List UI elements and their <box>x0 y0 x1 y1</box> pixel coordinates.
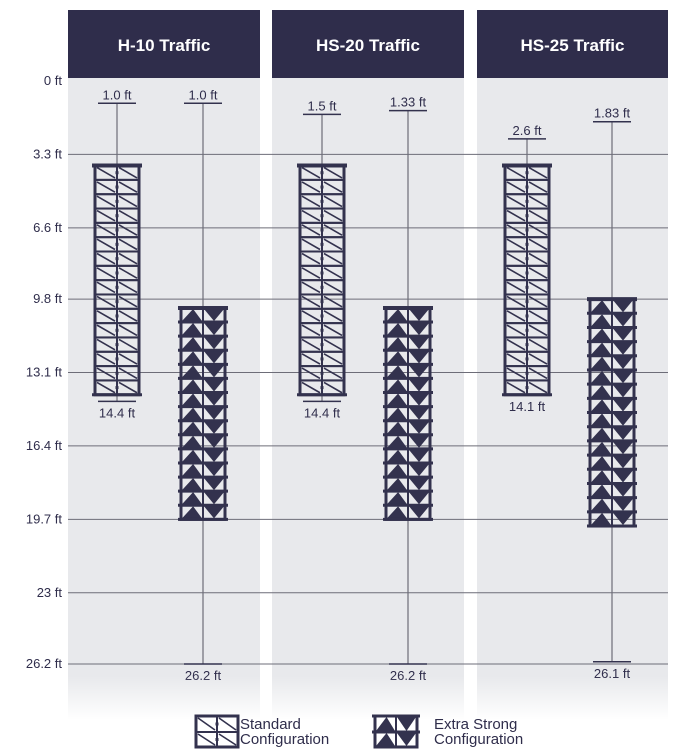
y-tick-label: 23 ft <box>37 585 63 600</box>
panel-title: H-10 Traffic <box>118 36 211 55</box>
panel-background <box>477 10 668 720</box>
min-label: 1.83 ft <box>594 106 631 121</box>
legend-label: Configuration <box>240 731 329 748</box>
frame-stack <box>587 297 637 528</box>
min-label: 1.33 ft <box>390 95 427 110</box>
panel-title: HS-20 Traffic <box>316 36 420 55</box>
panel-header <box>272 10 464 78</box>
min-label: 1.0 ft <box>189 87 218 102</box>
standard-config-icon <box>194 714 240 749</box>
panel: H-10 Traffic <box>68 10 260 720</box>
y-tick-label: 6.6 ft <box>33 220 62 235</box>
legend-label: Extra Strong <box>434 716 517 733</box>
min-label: 1.5 ft <box>308 98 337 113</box>
panel-header <box>68 10 260 78</box>
range-bar-standard: 1.0 ft 14.4 ft <box>92 87 142 420</box>
range-bar-standard: 2.6 ft 14.1 ft <box>502 123 552 414</box>
y-tick-label: 16.4 ft <box>26 438 63 453</box>
y-tick-label: 3.3 ft <box>33 146 62 161</box>
y-tick-label: 19.7 ft <box>26 511 63 526</box>
y-tick-label: 0 ft <box>44 73 62 88</box>
frame-stack <box>383 305 433 521</box>
panel-background <box>68 10 260 720</box>
min-label: 2.6 ft <box>513 123 542 138</box>
y-tick-label: 26.2 ft <box>26 656 63 671</box>
min-label: 1.0 ft <box>103 87 132 102</box>
extra-config-icon <box>372 714 420 749</box>
max-label: 14.4 ft <box>99 405 136 420</box>
frame-stack <box>502 163 552 397</box>
legend-label: Standard <box>240 716 301 733</box>
panel: HS-25 Traffic <box>477 10 668 720</box>
max-label: 14.1 ft <box>509 399 546 414</box>
y-tick-label: 9.8 ft <box>33 291 62 306</box>
panel-header <box>477 10 668 78</box>
panel-title: HS-25 Traffic <box>521 36 625 55</box>
frame-stack <box>178 305 228 521</box>
legend-label: Configuration <box>434 731 523 748</box>
frame-stack <box>92 163 142 397</box>
range-bar-standard: 1.5 ft 14.4 ft <box>297 98 347 420</box>
frame-stack <box>297 163 347 397</box>
max-label: 14.4 ft <box>304 405 341 420</box>
y-tick-label: 13.1 ft <box>26 365 63 380</box>
